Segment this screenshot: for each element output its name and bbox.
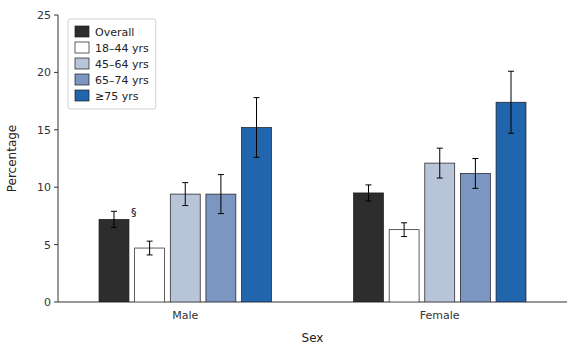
y-axis-line xyxy=(58,15,59,302)
series xyxy=(242,71,526,302)
legend-label: 65–74 yrs xyxy=(95,74,149,87)
y-tick-label: 25 xyxy=(37,9,51,22)
error-bar xyxy=(254,98,260,158)
y-tick xyxy=(54,244,58,245)
legend-label: 45–64 yrs xyxy=(95,58,149,71)
y-tick-label: 20 xyxy=(37,66,51,79)
bar xyxy=(389,230,419,302)
y-tick xyxy=(54,302,58,303)
y-tick xyxy=(54,15,58,16)
legend-swatch xyxy=(75,26,89,37)
x-axis-label: Sex xyxy=(302,331,324,345)
legend-label: ≥75 yrs xyxy=(95,90,139,103)
bar xyxy=(99,219,129,302)
error-bar xyxy=(401,223,407,237)
x-tick-label: Male xyxy=(172,309,198,322)
bar xyxy=(425,163,455,302)
error-bar xyxy=(365,185,371,201)
error-bar xyxy=(437,148,443,178)
error-bar xyxy=(182,183,188,206)
chart: 0 5 10 15 20 25 Male Female Sex Percentage § Overal… xyxy=(0,0,582,352)
error-bar xyxy=(218,175,224,214)
y-tick xyxy=(54,187,58,188)
legend-swatch xyxy=(75,58,89,69)
series xyxy=(170,148,454,302)
x-tick-label: Female xyxy=(420,309,460,322)
error-bar xyxy=(472,159,478,189)
y-tick-label: 0 xyxy=(44,296,51,309)
legend-label: Overall xyxy=(95,26,134,39)
legend-swatch xyxy=(75,42,89,53)
error-bar xyxy=(111,211,117,227)
legend-swatch xyxy=(75,74,89,85)
legend-swatch xyxy=(75,90,89,101)
bar xyxy=(170,194,200,302)
error-bar xyxy=(508,71,514,133)
legend-frame xyxy=(68,19,156,109)
y-tick-label: 5 xyxy=(44,239,51,252)
y-tick xyxy=(54,72,58,73)
error-bar xyxy=(147,241,153,255)
axes: 0 5 10 15 20 25 Male Female xyxy=(37,9,567,322)
y-tick-label: 15 xyxy=(37,124,51,137)
y-tick xyxy=(54,129,58,130)
legend-label: 18–44 yrs xyxy=(95,42,149,55)
bar xyxy=(135,248,165,302)
y-axis-label: Percentage xyxy=(5,125,19,193)
bar xyxy=(354,193,384,302)
y-tick-label: 10 xyxy=(37,181,51,194)
legend: Overall 18–44 yrs 45–64 yrs 65–74 yrs ≥75 yr… xyxy=(68,19,156,109)
plot-area xyxy=(99,71,526,302)
annotation: § xyxy=(131,206,137,219)
bar xyxy=(460,173,490,302)
